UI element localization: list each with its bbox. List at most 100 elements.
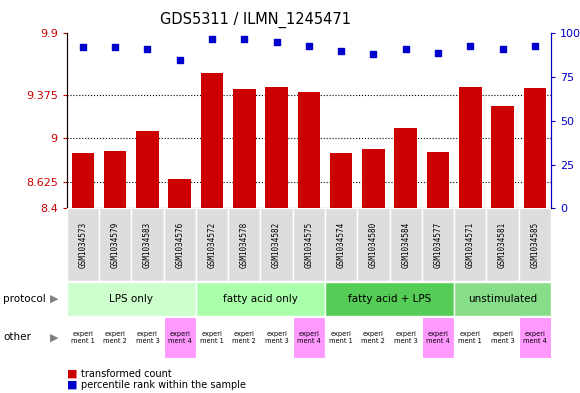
Text: experi
ment 1: experi ment 1: [458, 331, 482, 344]
Text: percentile rank within the sample: percentile rank within the sample: [81, 380, 246, 390]
Bar: [422, 317, 454, 358]
Bar: [459, 87, 481, 208]
Text: experi
ment 2: experi ment 2: [233, 331, 256, 344]
Text: protocol: protocol: [3, 294, 46, 304]
Bar: [228, 317, 260, 358]
Bar: [201, 73, 223, 208]
Text: fatty acid only: fatty acid only: [223, 294, 298, 304]
Bar: [519, 317, 551, 358]
Text: GSM1034583: GSM1034583: [143, 222, 152, 268]
Point: [304, 42, 314, 49]
Bar: [104, 151, 126, 208]
Bar: [454, 317, 487, 358]
Text: experi
ment 1: experi ment 1: [329, 331, 353, 344]
Text: ■: ■: [67, 369, 77, 379]
Bar: [196, 282, 325, 316]
Bar: [196, 317, 228, 358]
Text: GSM1034572: GSM1034572: [208, 222, 216, 268]
Text: unstimulated: unstimulated: [468, 294, 537, 304]
Bar: [67, 317, 99, 358]
Point: [208, 35, 217, 42]
Bar: [390, 317, 422, 358]
Text: experi
ment 3: experi ment 3: [264, 331, 288, 344]
Bar: [67, 208, 99, 281]
Bar: [265, 87, 288, 208]
Point: [78, 44, 88, 51]
Text: GSM1034574: GSM1034574: [336, 222, 346, 268]
Point: [110, 44, 119, 51]
Bar: [454, 208, 487, 281]
Text: experi
ment 4: experi ment 4: [523, 331, 547, 344]
Text: GSM1034585: GSM1034585: [530, 222, 539, 268]
Bar: [394, 128, 417, 208]
Bar: [325, 208, 357, 281]
Text: ▶: ▶: [49, 332, 58, 342]
Text: other: other: [3, 332, 31, 342]
Bar: [168, 179, 191, 208]
Text: experi
ment 4: experi ment 4: [297, 331, 321, 344]
Point: [498, 46, 507, 52]
Text: ■: ■: [67, 380, 77, 390]
Text: GSM1034578: GSM1034578: [240, 222, 249, 268]
Text: GSM1034573: GSM1034573: [78, 222, 88, 268]
Bar: [298, 92, 320, 208]
Bar: [233, 89, 256, 208]
Point: [369, 51, 378, 57]
Bar: [136, 131, 159, 208]
Text: experi
ment 3: experi ment 3: [394, 331, 418, 344]
Text: experi
ment 1: experi ment 1: [200, 331, 224, 344]
Bar: [99, 208, 131, 281]
Text: experi
ment 3: experi ment 3: [136, 331, 160, 344]
Bar: [491, 106, 514, 208]
Bar: [67, 282, 196, 316]
Bar: [357, 208, 390, 281]
Point: [530, 42, 539, 49]
Bar: [524, 88, 546, 208]
Point: [336, 48, 346, 54]
Text: GSM1034571: GSM1034571: [466, 222, 475, 268]
Point: [401, 46, 411, 52]
Bar: [390, 208, 422, 281]
Bar: [325, 317, 357, 358]
Bar: [196, 208, 228, 281]
Text: experi
ment 4: experi ment 4: [426, 331, 450, 344]
Bar: [325, 282, 454, 316]
Text: GSM1034582: GSM1034582: [272, 222, 281, 268]
Bar: [357, 317, 390, 358]
Text: fatty acid + LPS: fatty acid + LPS: [348, 294, 431, 304]
Text: LPS only: LPS only: [109, 294, 153, 304]
Text: GSM1034576: GSM1034576: [175, 222, 184, 268]
Bar: [131, 208, 164, 281]
Bar: [260, 208, 293, 281]
Text: experi
ment 2: experi ment 2: [361, 331, 385, 344]
Text: experi
ment 2: experi ment 2: [103, 331, 127, 344]
Bar: [293, 208, 325, 281]
Bar: [422, 208, 454, 281]
Text: GSM1034584: GSM1034584: [401, 222, 410, 268]
Bar: [260, 317, 293, 358]
Bar: [427, 152, 450, 208]
Text: GSM1034581: GSM1034581: [498, 222, 507, 268]
Bar: [228, 208, 260, 281]
Text: GDS5311 / ILMN_1245471: GDS5311 / ILMN_1245471: [160, 12, 351, 28]
Text: GSM1034577: GSM1034577: [433, 222, 443, 268]
Text: experi
ment 1: experi ment 1: [71, 331, 95, 344]
Bar: [131, 317, 164, 358]
Point: [143, 46, 152, 52]
Bar: [99, 317, 131, 358]
Bar: [164, 317, 196, 358]
Text: GSM1034580: GSM1034580: [369, 222, 378, 268]
Text: experi
ment 3: experi ment 3: [491, 331, 514, 344]
Bar: [454, 282, 551, 316]
Text: transformed count: transformed count: [81, 369, 172, 379]
Bar: [164, 208, 196, 281]
Bar: [487, 208, 519, 281]
Bar: [519, 208, 551, 281]
Text: GSM1034579: GSM1034579: [111, 222, 119, 268]
Point: [240, 35, 249, 42]
Point: [433, 50, 443, 56]
Bar: [293, 317, 325, 358]
Point: [466, 42, 475, 49]
Bar: [330, 154, 353, 208]
Point: [175, 57, 184, 63]
